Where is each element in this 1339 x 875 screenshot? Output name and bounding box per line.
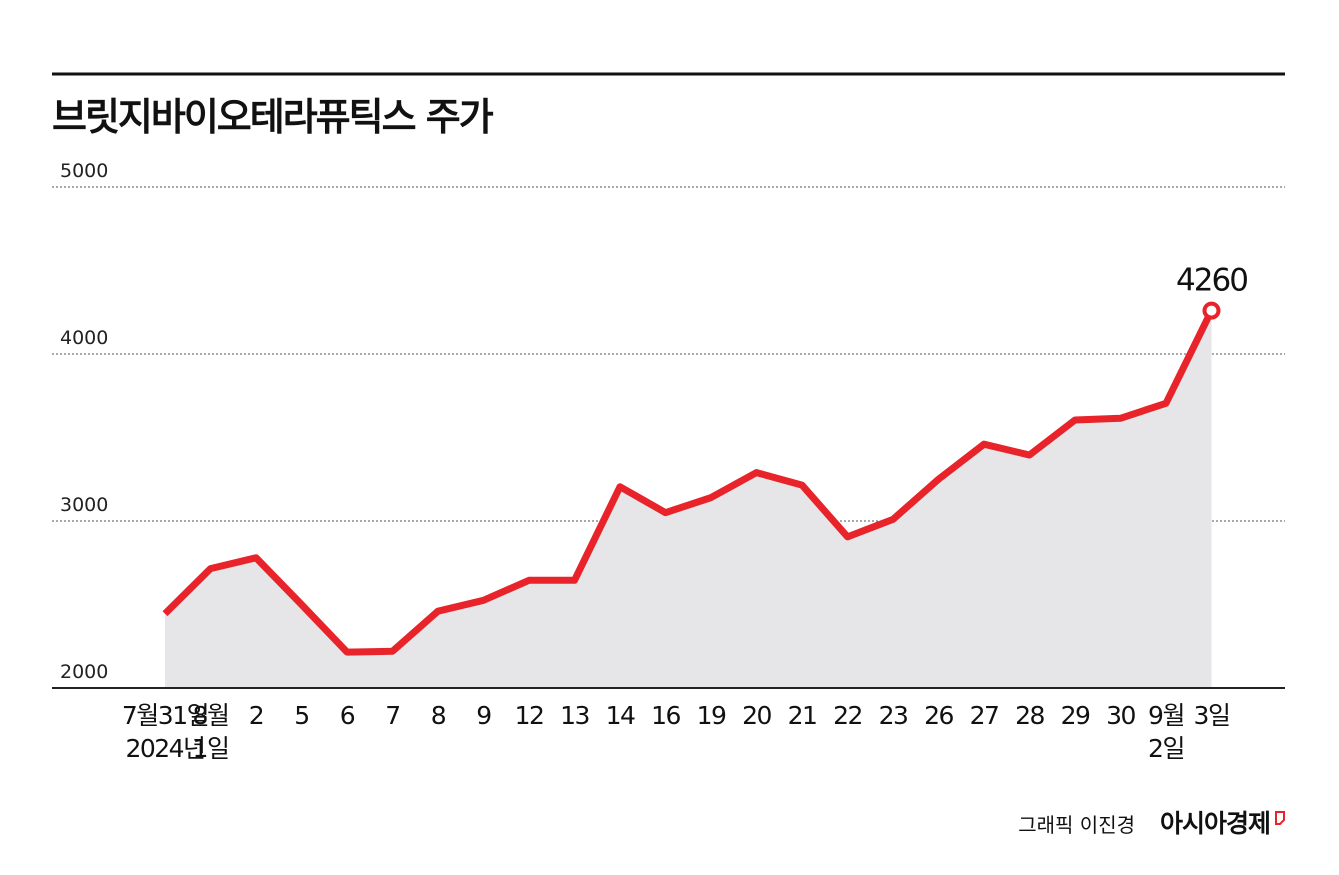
x-tick-label: 27 (970, 701, 999, 730)
x-tick-label: 16 (651, 701, 680, 730)
x-tick-label: 2 (249, 701, 263, 730)
area (165, 310, 1212, 688)
x-tick-label: 3일 (1194, 701, 1230, 730)
y-tick-label: 4000 (60, 327, 108, 349)
x-tick-label: 29 (1061, 701, 1090, 730)
x-tick-label: 14 (606, 701, 635, 730)
x-tick-label: 1일 (193, 734, 229, 763)
credit: 그래픽 이진경 (1018, 813, 1135, 837)
x-tick-label: 23 (879, 701, 908, 730)
x-tick-label: 12 (515, 701, 544, 730)
x-tick-label: 2일 (1148, 734, 1184, 763)
value-label: 4260 (1176, 263, 1247, 299)
x-tick-label: 2024년 (125, 734, 204, 763)
plot: 2000 3000 4000 5000 4260 7월31일 2024년 8월 1일 2 5 6 7 8 9… (52, 160, 1285, 763)
y-tick-label: 5000 (60, 160, 108, 182)
y-tick-label: 3000 (60, 494, 108, 516)
x-tick-label: 9월 (1148, 701, 1184, 730)
x-tick-label: 13 (560, 701, 589, 730)
x-tick-label: 30 (1106, 701, 1135, 730)
x-tick-label: 7 (385, 701, 399, 730)
publisher-mark (1275, 811, 1285, 825)
x-tick-label: 28 (1015, 701, 1044, 730)
x-tick-label: 20 (742, 701, 771, 730)
y-tick-label: 2000 (60, 661, 108, 683)
x-tick-label: 8월 (193, 701, 229, 730)
x-tick-label: 21 (788, 701, 817, 730)
x-tick-label: 19 (697, 701, 726, 730)
price-line (162, 309, 1215, 656)
chart-title: 브릿지바이오테라퓨틱스 주가 (52, 95, 494, 139)
x-tick-label: 9 (476, 701, 491, 730)
x-tick-label: 8 (431, 701, 446, 730)
x-tick-label: 6 (340, 701, 355, 730)
end-point (1202, 301, 1221, 320)
x-tick-label: 26 (924, 701, 953, 730)
x-tick-label: 22 (833, 701, 862, 730)
publisher: 아시아경제 (1160, 809, 1270, 838)
x-tick-label: 5 (294, 701, 308, 730)
x-tick-label: 7월31일 (122, 701, 208, 730)
